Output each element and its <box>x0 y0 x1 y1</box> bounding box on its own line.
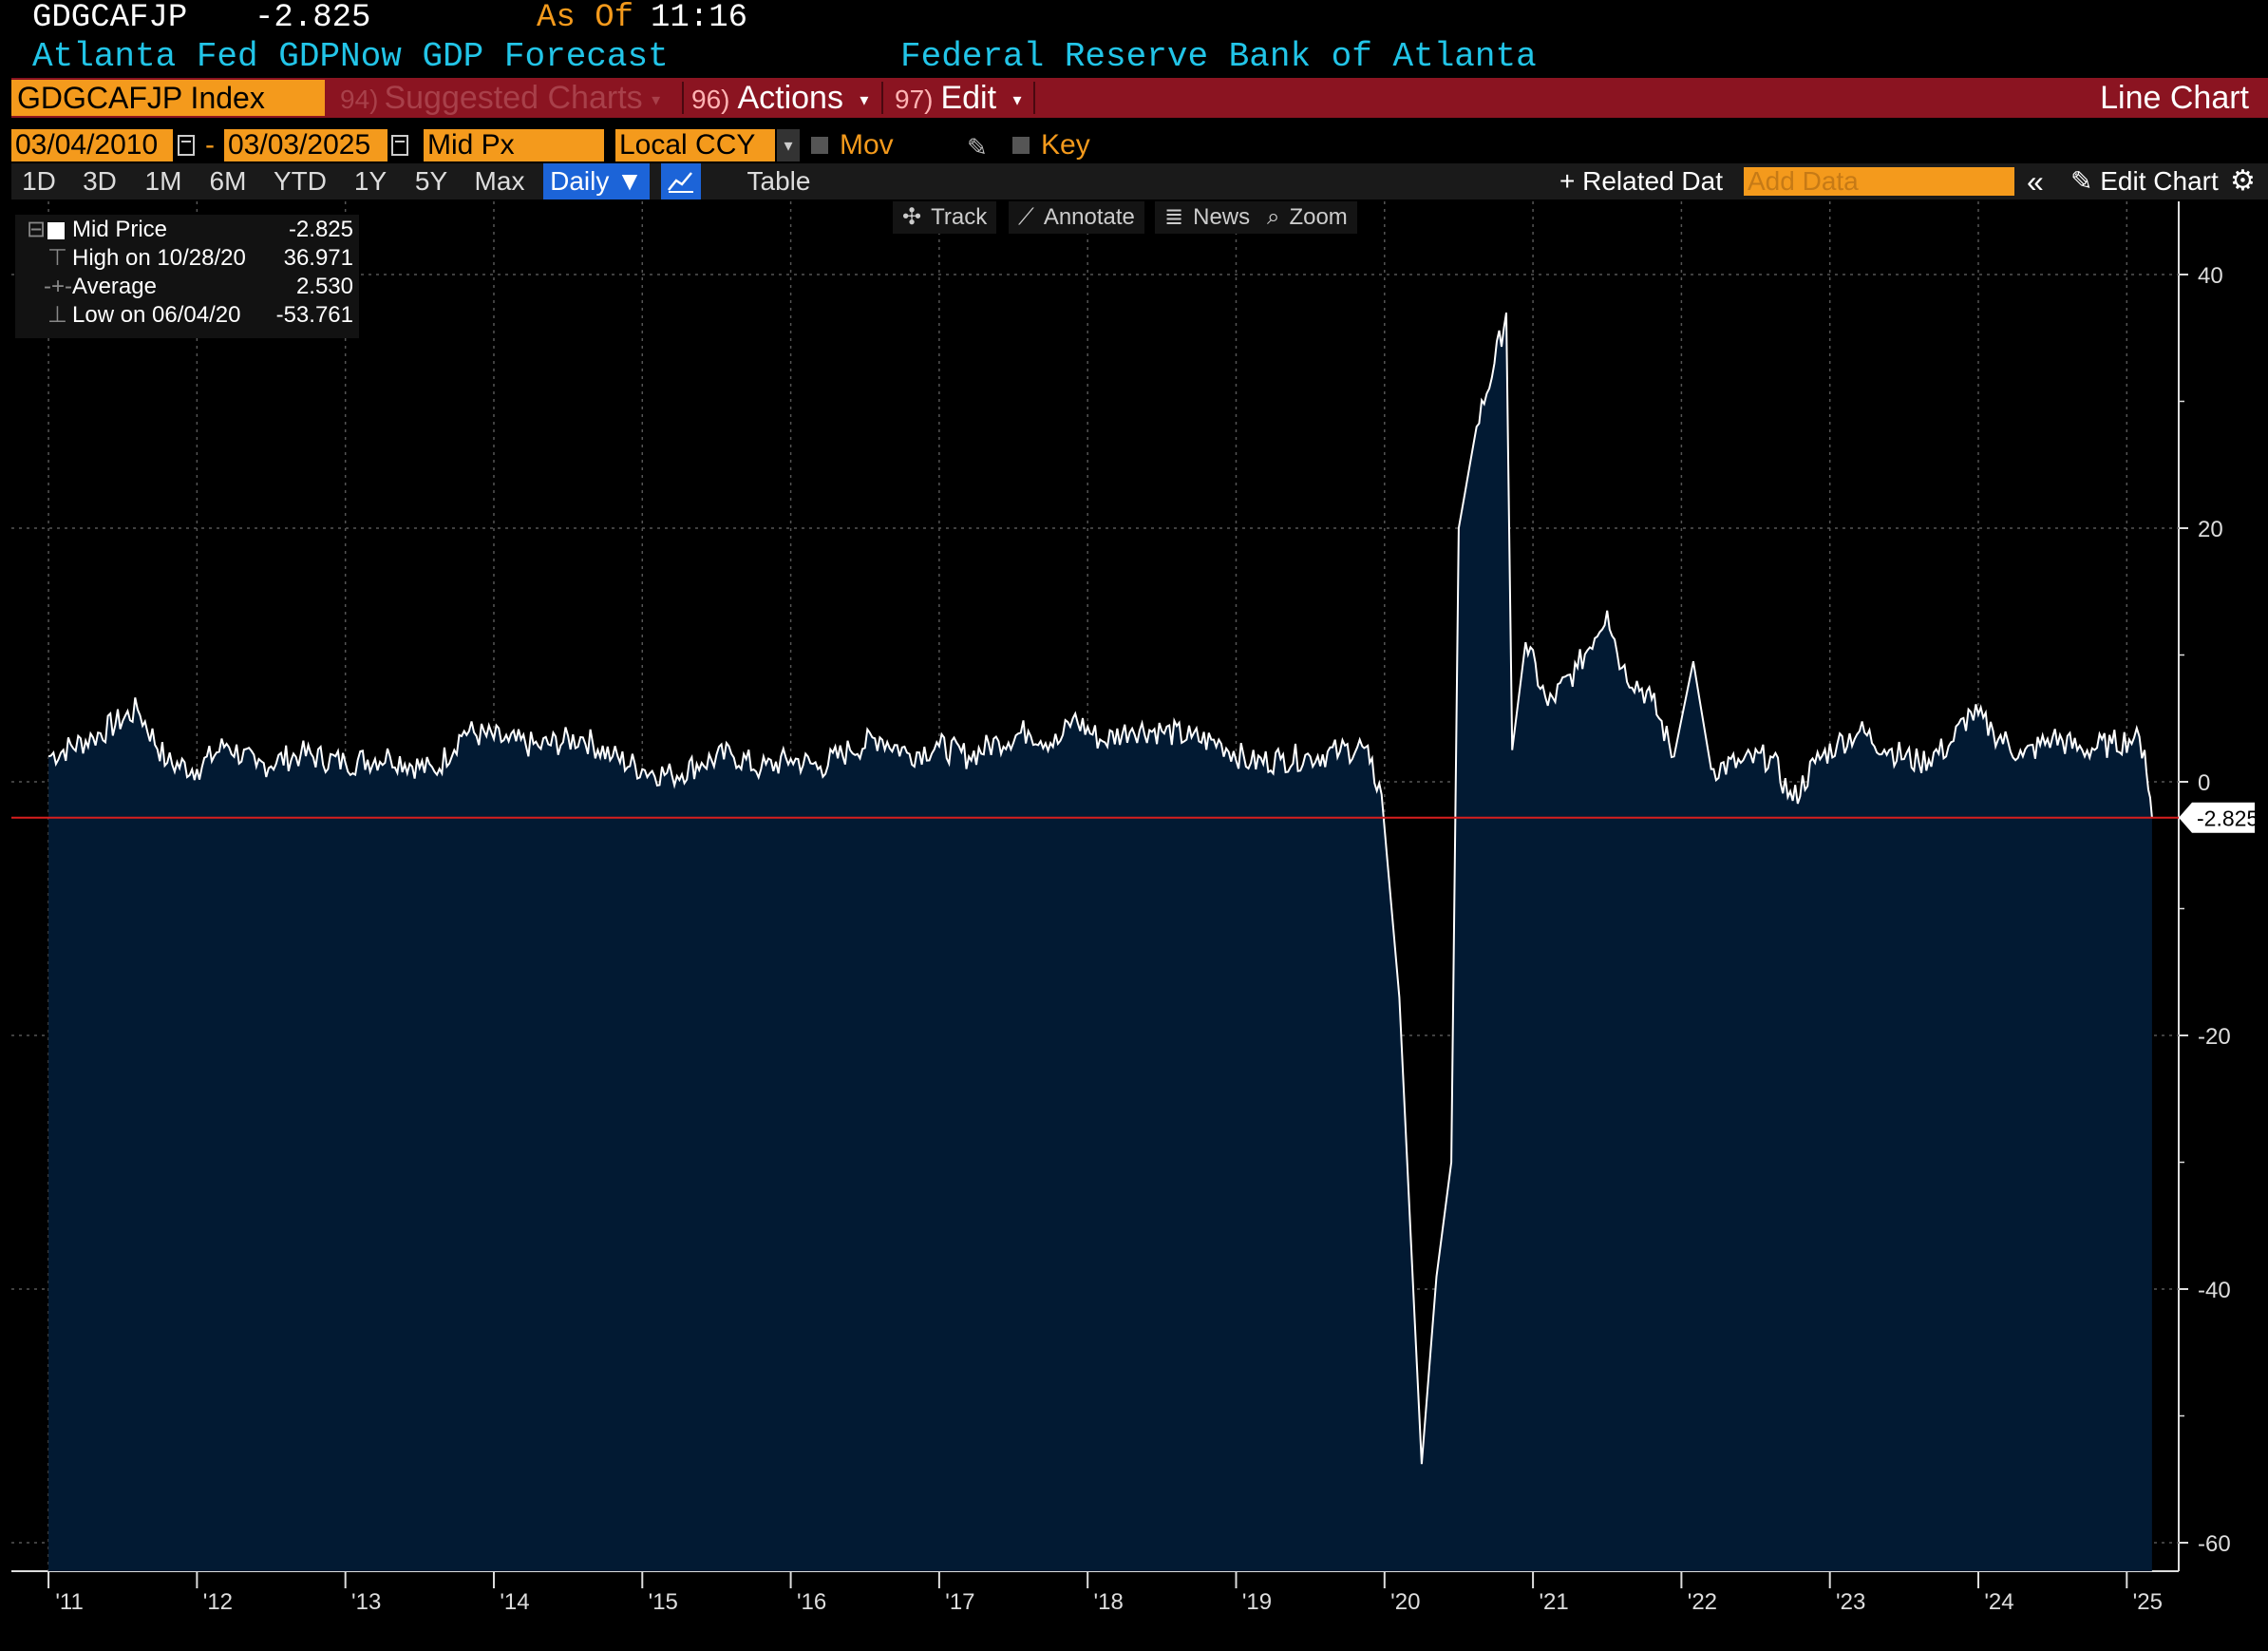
track-tool[interactable]: ✣ Track <box>893 201 997 234</box>
x-tick-label: '13 <box>351 1589 381 1615</box>
key-events-checkbox[interactable] <box>1012 137 1030 154</box>
end-date-field[interactable]: 03/03/2025 <box>224 129 387 161</box>
x-tick-label: '20 <box>1390 1589 1420 1615</box>
x-tick-label: '16 <box>797 1589 826 1615</box>
edit-chart-button[interactable]: ✎ Edit Chart <box>2070 166 2219 196</box>
y-tick-label: 20 <box>2198 517 2223 542</box>
collapse-icon[interactable]: « <box>2027 164 2044 199</box>
x-tick-label: '25 <box>2133 1589 2163 1615</box>
range-row: 1D 3D 1M 6M YTD 1Y 5Y Max Daily ▼ Table … <box>11 163 2268 199</box>
actions-button[interactable]: 96) Actions ▾ <box>691 80 869 116</box>
y-tick-label: -40 <box>2198 1278 2231 1303</box>
chevron-down-icon: ▾ <box>1012 90 1022 110</box>
y-tick-label: -60 <box>2198 1531 2231 1557</box>
y-tick-label: 40 <box>2198 263 2223 289</box>
calendar-icon[interactable] <box>178 135 195 156</box>
plus-icon: + <box>1559 166 1576 196</box>
chevron-down-icon[interactable]: ▾ <box>777 129 800 161</box>
last-value-marker <box>2179 802 2255 833</box>
field-selector[interactable]: Mid Px <box>424 129 604 161</box>
series-area <box>48 313 2152 1572</box>
related-data-button[interactable]: + Related Dat <box>1559 166 1724 196</box>
collapse-icon[interactable]: ⊟ <box>27 217 47 242</box>
security-field[interactable]: GDGCAFJP Index <box>11 80 325 116</box>
pencil-icon: ✎ <box>2070 166 2093 196</box>
x-tick-label: '17 <box>945 1589 974 1615</box>
last-value: -2.825 <box>255 0 371 36</box>
start-date-field[interactable]: 03/04/2010 <box>11 129 173 161</box>
range-5y-button[interactable]: 5Y <box>414 166 448 196</box>
legend-row: ⊥ Low on 06/04/20 -53.761 <box>47 302 353 328</box>
range-1y-button[interactable]: 1Y <box>353 166 387 196</box>
suggested-charts-button[interactable]: 94) Suggested Charts ▾ <box>340 80 661 116</box>
zoom-tool[interactable]: ⌕ Zoom <box>1257 201 1357 234</box>
x-tick-label: '14 <box>500 1589 529 1615</box>
range-1d-button[interactable]: 1D <box>22 166 56 196</box>
x-tick-label: '23 <box>1836 1589 1865 1615</box>
table-button[interactable]: Table <box>747 166 811 196</box>
calendar-icon[interactable] <box>391 135 408 156</box>
y-tick-label: -20 <box>2198 1024 2231 1050</box>
header-line-2: Atlanta Fed GDPNow GDP Forecast Federal … <box>0 38 2268 76</box>
chart-legend: ⊟ Mid Price -2.825 ⊤ High on 10/28/20 36… <box>15 215 359 338</box>
chart-type-label: Line Chart <box>2100 80 2249 116</box>
last-value-label: -2.825 <box>2197 807 2259 831</box>
y-tick-label: 0 <box>2198 770 2210 796</box>
chevron-down-icon: ▾ <box>652 90 661 110</box>
chevron-down-icon: ▾ <box>860 90 869 110</box>
line-chart-icon[interactable] <box>661 163 701 199</box>
low-marker-icon: ⊥ <box>47 302 67 328</box>
series-swatch <box>47 222 65 239</box>
x-tick-label: '19 <box>1242 1589 1272 1615</box>
legend-row: -+- Average 2.530 <box>44 274 353 299</box>
currency-selector[interactable]: Local CCY <box>615 129 775 161</box>
range-1m-button[interactable]: 1M <box>144 166 182 196</box>
frequency-dropdown[interactable]: Daily ▼ <box>543 163 650 199</box>
series-line <box>47 312 2153 1465</box>
x-tick-label: '15 <box>649 1589 678 1615</box>
range-max-button[interactable]: Max <box>474 166 525 196</box>
x-tick-label: '18 <box>1094 1589 1124 1615</box>
range-6m-button[interactable]: 6M <box>209 166 247 196</box>
date-dash: - <box>205 129 215 161</box>
range-3d-button[interactable]: 3D <box>83 166 117 196</box>
chevron-down-icon: ▼ <box>616 166 643 196</box>
x-tick-label: '24 <box>1984 1589 2013 1615</box>
x-tick-label: '11 <box>55 1589 84 1615</box>
high-marker-icon: ⊤ <box>47 245 67 271</box>
add-data-input[interactable]: Add Data <box>1744 167 2014 196</box>
security-description: Atlanta Fed GDPNow GDP Forecast <box>32 37 669 76</box>
legend-row: ⊟ Mid Price -2.825 <box>27 217 353 242</box>
x-tick-label: '21 <box>1539 1589 1568 1615</box>
menu-bar: GDGCAFJP Index 94) Suggested Charts ▾ 96)… <box>11 78 2268 118</box>
gear-icon[interactable]: ⚙ <box>2230 165 2256 197</box>
as-of-time: 11:16 <box>651 0 748 36</box>
source-name: Federal Reserve Bank of Atlanta <box>900 37 1537 76</box>
edit-button[interactable]: 97) Edit ▾ <box>895 80 1022 116</box>
legend-row: ⊤ High on 10/28/20 36.971 <box>47 245 353 271</box>
mov-avgs-checkbox[interactable] <box>811 137 828 154</box>
x-tick-label: '12 <box>203 1589 233 1615</box>
average-marker-icon: -+- <box>44 274 72 299</box>
ticker: GDGCAFJP <box>32 0 188 36</box>
x-tick-label: '22 <box>1688 1589 1717 1615</box>
header-line-1: GDGCAFJP -2.825 As Of 11:16 <box>0 0 2268 36</box>
as-of-label: As Of <box>537 0 634 36</box>
pencil-icon[interactable]: ✎ <box>967 133 988 161</box>
annotate-tool[interactable]: ⟋ Annotate <box>1009 201 1144 234</box>
range-ytd-button[interactable]: YTD <box>274 166 327 196</box>
news-tool[interactable]: ≣ News <box>1155 201 1260 234</box>
